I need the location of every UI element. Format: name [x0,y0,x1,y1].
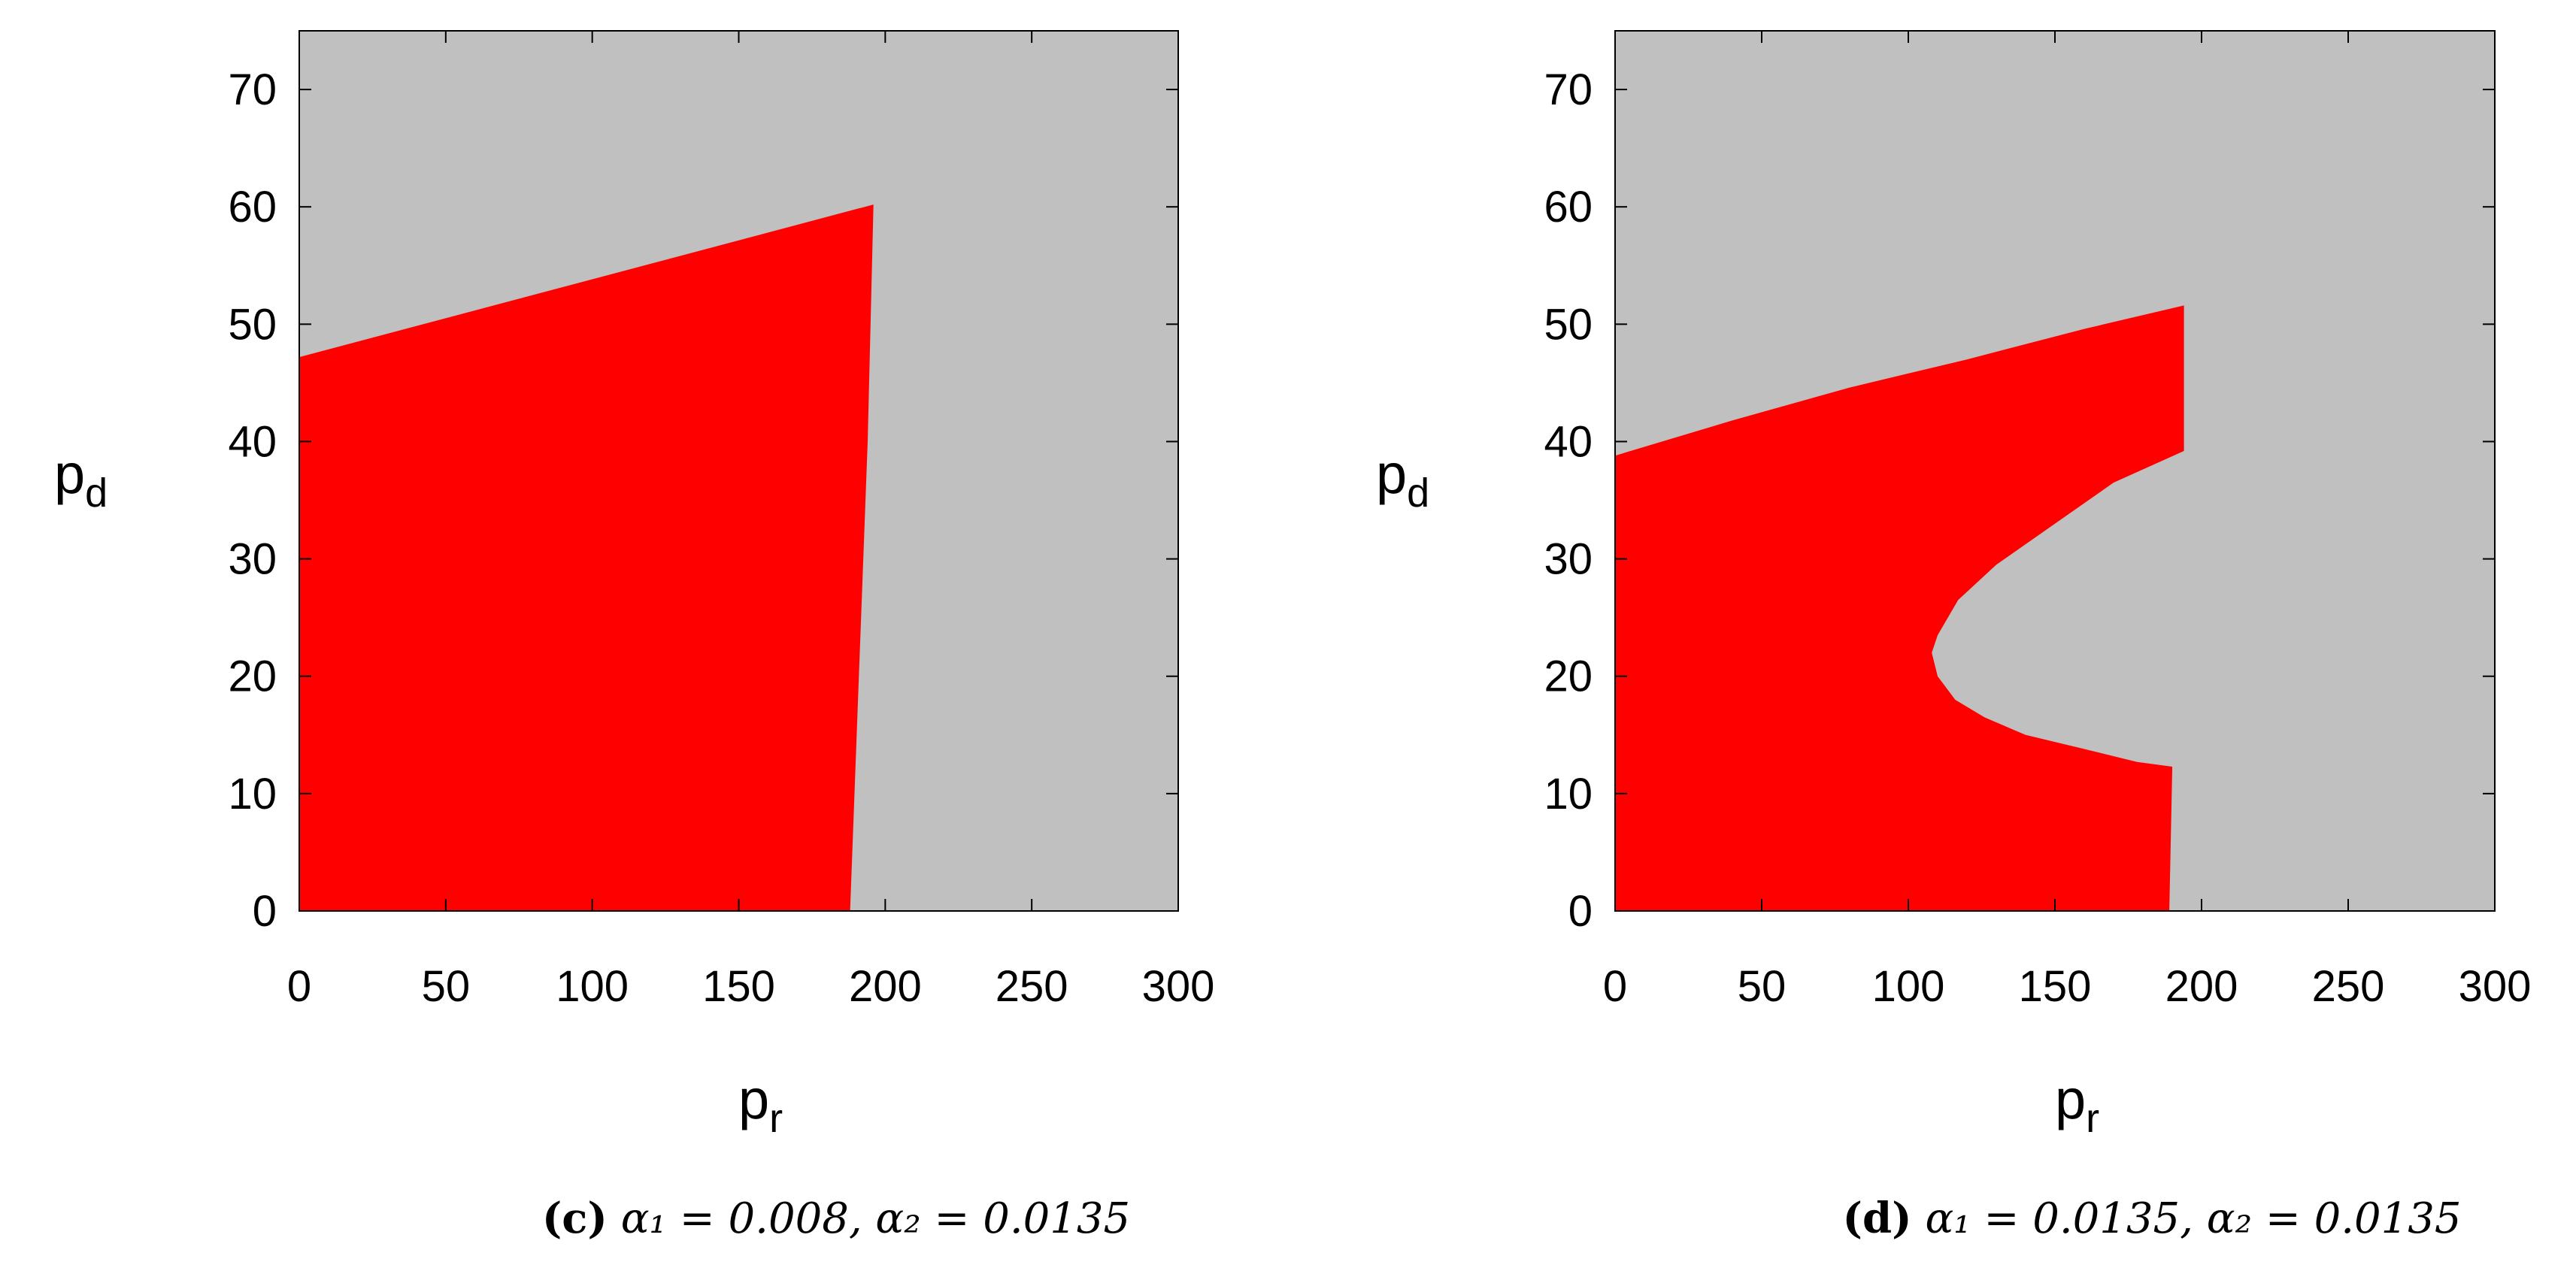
y-tick-label: 30 [228,535,277,584]
x-axis-label-sub: r [2086,1096,2099,1141]
x-axis-label: pr [738,1068,783,1141]
caption-letter: (c) [542,1194,608,1243]
x-tick-label: 300 [1142,962,1215,1011]
y-axis-label: pd [54,443,108,516]
y-tick-label: 0 [253,887,277,936]
x-tick-label: 200 [849,962,922,1011]
y-tick-label: 70 [228,65,277,114]
y-tick-label: 70 [1544,65,1593,114]
y-tick-label: 10 [1544,770,1593,819]
y-axis-label-sub: d [1407,471,1429,516]
x-axis-label: pr [2055,1068,2099,1141]
y-tick-label: 20 [228,652,277,701]
panel-caption: (c) α₁ = 0.008, α₂ = 0.0135 [542,1194,1130,1243]
x-axis-label-main: p [738,1068,769,1130]
x-tick-label: 200 [2165,962,2238,1011]
y-tick-label: 40 [1544,417,1593,466]
x-tick-label: 150 [702,962,775,1011]
x-tick-label: 0 [1603,962,1627,1011]
x-tick-label: 150 [2019,962,2092,1011]
y-axis-label: pd [1376,443,1429,516]
x-tick-label: 250 [2312,962,2385,1011]
caption-letter: (d) [1842,1194,1911,1243]
x-tick-label: 300 [2459,962,2532,1011]
x-axis-label-sub: r [769,1096,783,1141]
x-axis-label-main: p [2055,1068,2086,1130]
y-tick-label: 50 [228,300,277,349]
x-tick-label: 50 [422,962,471,1011]
x-tick-label: 100 [556,962,629,1011]
chart-panel-c: 0 50 100 150 200 250 300010203040506070pdpr(c)… [54,30,1215,1243]
chart-panel-d: 0 50 100 150 200 250 300010203040506070pdpr(d)… [1376,30,2532,1243]
y-axis-label-main: p [54,443,85,505]
red-region [1615,305,2184,911]
x-tick-label: 0 [287,962,311,1011]
y-tick-label: 20 [1544,652,1593,701]
red-region [299,204,874,912]
y-tick-label: 50 [1544,300,1593,349]
panel-caption: (d) α₁ = 0.0135, α₂ = 0.0135 [1842,1194,2461,1243]
x-tick-label: 250 [996,962,1068,1011]
y-tick-label: 60 [1544,183,1593,231]
y-tick-label: 60 [228,183,277,231]
y-tick-label: 0 [1568,887,1593,936]
y-tick-label: 40 [228,417,277,466]
y-tick-label: 10 [228,770,277,819]
x-tick-label: 50 [1738,962,1787,1011]
caption-formula: α₁ = 0.008, α₂ = 0.0135 [621,1194,1130,1243]
x-tick-label: 100 [1872,962,1945,1011]
caption-formula: α₁ = 0.0135, α₂ = 0.0135 [1925,1194,2461,1243]
y-axis-label-sub: d [85,471,108,516]
y-tick-label: 30 [1544,535,1593,584]
y-axis-label-main: p [1376,443,1407,505]
